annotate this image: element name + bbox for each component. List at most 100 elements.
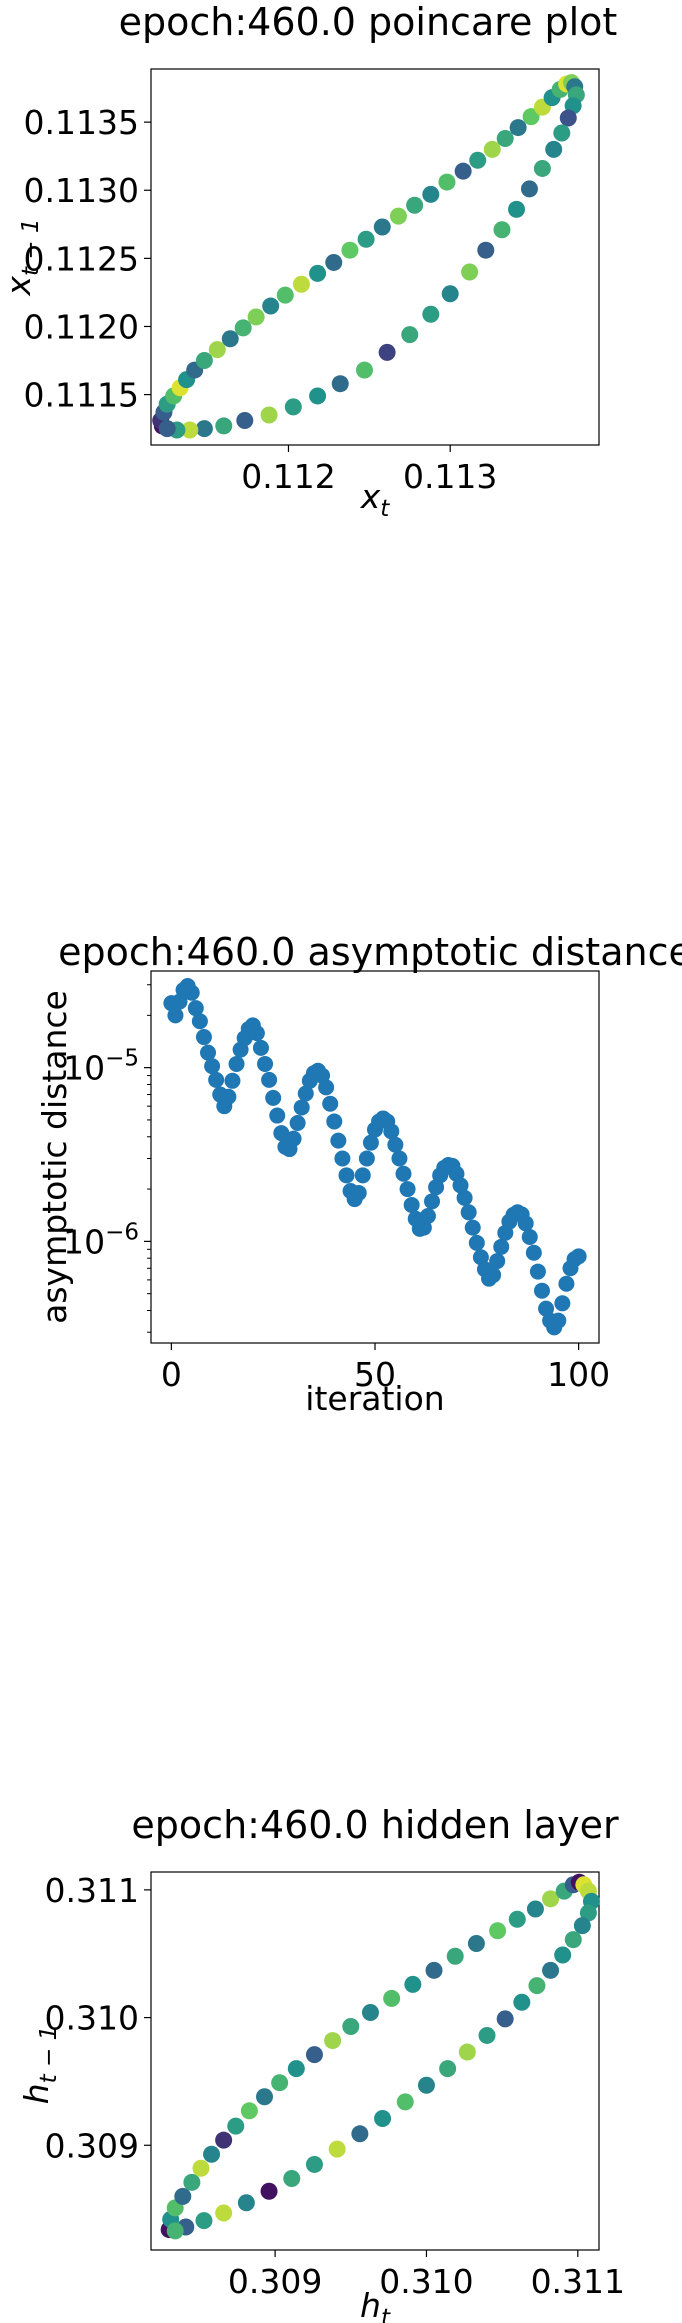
- chart-hidden-point: [351, 2125, 369, 2143]
- chart-poincare-point: [509, 119, 527, 137]
- chart-poincare-point: [553, 124, 571, 142]
- chart-hidden-axes-frame: [150, 1871, 600, 2251]
- chart-asymptotic-point: [485, 1267, 502, 1284]
- chart-asymptotic-point: [220, 1088, 237, 1105]
- chart-poincare-point: [236, 411, 254, 429]
- chart-asymptotic-point: [248, 1025, 265, 1042]
- chart-poincare-point: [520, 180, 538, 198]
- chart-poincare-ytick-label: 0.1125: [24, 239, 139, 278]
- chart-asymptotic-point: [326, 1113, 343, 1130]
- chart-asymptotic-xtick-label: 100: [547, 1355, 610, 1394]
- chart-poincare-point: [373, 218, 391, 236]
- chart-poincare-point: [422, 185, 440, 203]
- chart-hidden-point: [564, 1931, 582, 1949]
- chart-poincare-axes-frame: [150, 68, 600, 446]
- chart-asymptotic-point: [399, 1181, 416, 1198]
- chart-asymptotic-axes-frame: [150, 970, 600, 1344]
- chart-asymptotic-point: [383, 1123, 400, 1140]
- chart-poincare-xtick-label: 0.112: [241, 457, 335, 496]
- chart-poincare-point: [234, 319, 252, 337]
- chart-poincare-point: [309, 387, 327, 405]
- chart-poincare-xlabel: xt: [360, 477, 391, 522]
- chart-hidden-point: [328, 2140, 346, 2158]
- chart-asymptotic-xtick-label: 0: [161, 1355, 182, 1394]
- chart-poincare-point: [559, 109, 577, 127]
- chart-asymptotic-point: [395, 1165, 412, 1182]
- chart-hidden-ytick-label: 0.309: [45, 2126, 139, 2165]
- chart-asymptotic-point: [387, 1136, 404, 1153]
- chart-asymptotic-point: [195, 1029, 212, 1046]
- chart-asymptotic: epoch:460.0 asymptotic distance 0 50 100 10…: [35, 930, 682, 1418]
- chart-poincare-ylabel: xt − 1: [0, 218, 44, 296]
- chart-hidden-point: [227, 2117, 245, 2135]
- chart-poincare-point: [389, 207, 407, 225]
- chart-hidden-point: [554, 1946, 572, 1964]
- chart-asymptotic-point: [550, 1312, 567, 1329]
- chart-poincare-point: [195, 352, 213, 370]
- chart-poincare-point: [401, 326, 419, 344]
- chart-asymptotic-point: [468, 1234, 485, 1251]
- chart-hidden-xtick-label: 0.310: [379, 2262, 473, 2301]
- chart-hidden-point: [237, 2194, 255, 2212]
- chart-hidden-point: [166, 2222, 184, 2240]
- chart-hidden-point: [271, 2074, 289, 2092]
- chart-hidden-point: [240, 2102, 258, 2120]
- chart-poincare-point: [545, 140, 563, 158]
- chart-poincare-point: [158, 420, 176, 438]
- chart-asymptotic-point: [391, 1150, 408, 1167]
- chart-hidden-xlabel: ht: [360, 2286, 391, 2323]
- chart-asymptotic-point: [517, 1215, 534, 1232]
- chart-asymptotic-ytick-label: 10−5: [63, 1046, 139, 1088]
- chart-poincare-point: [461, 263, 479, 281]
- chart-hidden-point: [542, 1890, 560, 1908]
- chart-hidden-point: [305, 2046, 323, 2064]
- chart-hidden-point: [439, 2060, 457, 2078]
- chart-asymptotic-point: [570, 1248, 587, 1265]
- chart-poincare-point: [438, 173, 456, 191]
- chart-hidden-xtick-label: 0.311: [531, 2262, 625, 2301]
- chart-poincare-point: [284, 398, 302, 416]
- chart-asymptotic-point: [191, 1013, 208, 1030]
- chart-hidden-point: [215, 2204, 233, 2222]
- chart-asymptotic-point: [354, 1167, 371, 1184]
- chart-poincare-point: [378, 343, 396, 361]
- chart-asymptotic-point: [204, 1058, 221, 1075]
- chart-poincare-point: [441, 285, 459, 303]
- chart-poincare-point: [325, 253, 343, 271]
- chart-hidden-ytick-label: 0.311: [45, 1871, 139, 1910]
- chart-hidden-point: [579, 1904, 597, 1922]
- chart-poincare-point: [483, 140, 501, 158]
- chart-poincare-point: [406, 196, 424, 214]
- chart-hidden-point: [496, 2010, 514, 2028]
- chart-asymptotic-point: [525, 1244, 542, 1261]
- chart-poincare-point: [215, 417, 233, 435]
- chart-poincare-point: [208, 341, 226, 359]
- chart-asymptotic-point: [293, 1099, 310, 1116]
- chart-asymptotic-xtick-label: 50: [354, 1355, 396, 1394]
- chart-hidden-point: [256, 2088, 274, 2106]
- chart-hidden-xtick-label: 0.309: [228, 2262, 322, 2301]
- chart-hidden-point: [526, 1900, 544, 1918]
- chart-asymptotic-point: [338, 1167, 355, 1184]
- chart-poincare-point: [260, 406, 278, 424]
- chart-hidden-point: [458, 2043, 476, 2061]
- chart-asymptotic-point: [558, 1275, 575, 1292]
- chart-asymptotic-point: [362, 1134, 379, 1151]
- chart-hidden-title: epoch:460.0 hidden layer: [131, 1803, 619, 1847]
- chart-asymptotic-point: [424, 1193, 441, 1210]
- chart-poincare-point: [355, 361, 373, 379]
- chart-asymptotic-point: [269, 1107, 286, 1124]
- chart-hidden-point: [287, 2060, 305, 2078]
- chart-poincare-point: [221, 330, 239, 348]
- chart-asymptotic-point: [297, 1085, 314, 1102]
- chart-hidden-point: [174, 2187, 192, 2205]
- chart-hidden-point: [573, 1917, 591, 1935]
- chart-asymptotic-point: [183, 984, 200, 1001]
- chart-poincare-point: [493, 221, 511, 239]
- chart-asymptotic-point: [456, 1189, 473, 1206]
- chart-asymptotic-point: [224, 1072, 241, 1089]
- chart-asymptotic-point: [228, 1055, 245, 1072]
- chart-asymptotic-point: [187, 1000, 204, 1017]
- chart-poincare-point: [262, 297, 280, 315]
- chart-asymptotic-point: [521, 1228, 538, 1245]
